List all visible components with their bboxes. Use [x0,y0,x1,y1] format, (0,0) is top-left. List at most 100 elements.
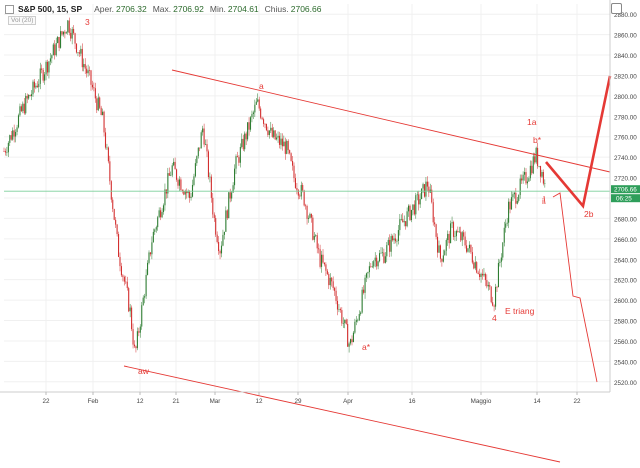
candle-body [220,245,223,254]
candle-body [350,339,352,344]
candle-body [325,264,327,271]
candle-body [348,343,350,347]
candle-body [62,31,64,35]
candle-body [435,224,437,237]
candle-body [500,257,502,262]
low-label: Min. [209,4,226,14]
candle-body [245,133,247,140]
volume-indicator-label[interactable]: Vol (20) [8,16,37,25]
candle-body [32,81,34,95]
candle-body [402,219,404,223]
candle-body [35,85,37,88]
candle-body [521,178,523,181]
candle-body [509,201,511,210]
candle-body [241,138,243,147]
candle-body [160,210,162,218]
candle-body [173,161,175,166]
candle-body [135,346,137,349]
candle-body [341,310,343,324]
candle-body [394,238,397,242]
candle-body [90,70,92,85]
high-label: Max. [152,4,172,14]
candle-body [73,28,75,34]
candle-body [454,236,456,237]
candle-body [199,147,201,149]
y-tick-label: 2640.00 [614,257,637,264]
candle-body [46,61,49,73]
symbol-label[interactable]: S&P 500, 15, SP [18,4,83,14]
y-tick-label: 2840.00 [614,53,637,60]
candle-body [444,250,446,256]
candle-body [347,323,349,347]
candle-body [331,277,333,282]
candle-body [44,74,46,81]
candle-body [180,179,182,191]
candle-body [45,61,47,75]
candle-body [61,31,63,35]
candle-body [525,172,527,184]
candle-body [96,98,98,111]
candle-body [508,201,510,223]
candle-body [323,262,325,265]
y-tick-label: 2760.00 [614,135,637,142]
candle-body [226,210,228,219]
candle-body [71,28,73,39]
candle-body [97,97,99,111]
candle-body [107,147,109,162]
y-tick-label: 2820.00 [614,73,637,80]
candle-body [218,242,220,252]
collapse-icon[interactable] [5,4,14,14]
y-tick-label: 2800.00 [614,94,637,101]
candle-body [305,205,307,207]
candle-body [496,286,498,288]
candle-body [479,274,481,277]
candle-body [55,43,57,56]
candle-body [223,231,225,235]
candle-body [287,140,289,151]
candle-body [86,68,88,74]
candle-body [467,248,469,252]
candle-body [74,33,76,44]
candle-body [267,130,269,135]
candle-body [428,186,430,193]
candle-body [10,135,12,140]
candle-body [271,127,273,137]
candle-body [445,240,447,251]
candle-body [408,205,410,212]
candle-body [263,119,265,124]
candle-body [138,331,140,333]
candle-body [273,130,275,137]
candle-body [438,245,440,253]
candle-body [65,32,67,34]
candle-body [321,254,323,267]
candle-body [132,329,134,345]
y-tick-label: 2680.00 [614,216,637,223]
x-tick-label: Feb [88,398,99,405]
settings-icon[interactable] [611,3,622,14]
candle-body [270,127,272,131]
grid-lines [4,4,610,392]
candle-body [232,185,234,193]
candle-body [399,219,401,231]
candle-body [113,208,115,220]
candle-body [468,244,470,249]
candle-body [102,111,104,116]
candle-body [274,130,276,140]
candle-body [197,147,199,157]
candle-body [38,83,40,88]
candle-body [506,222,508,224]
candle-body [497,262,499,288]
annotation-label: a [259,81,264,91]
time-tag [611,194,640,203]
candle-body [17,115,20,128]
candle-body [538,165,540,167]
candle-body [419,199,421,205]
candle-body [110,181,112,200]
candle-body [326,270,328,275]
candle-body [186,191,188,194]
candle-body [48,61,50,73]
x-tick-label: 22 [573,398,581,405]
candle-body [70,32,72,39]
